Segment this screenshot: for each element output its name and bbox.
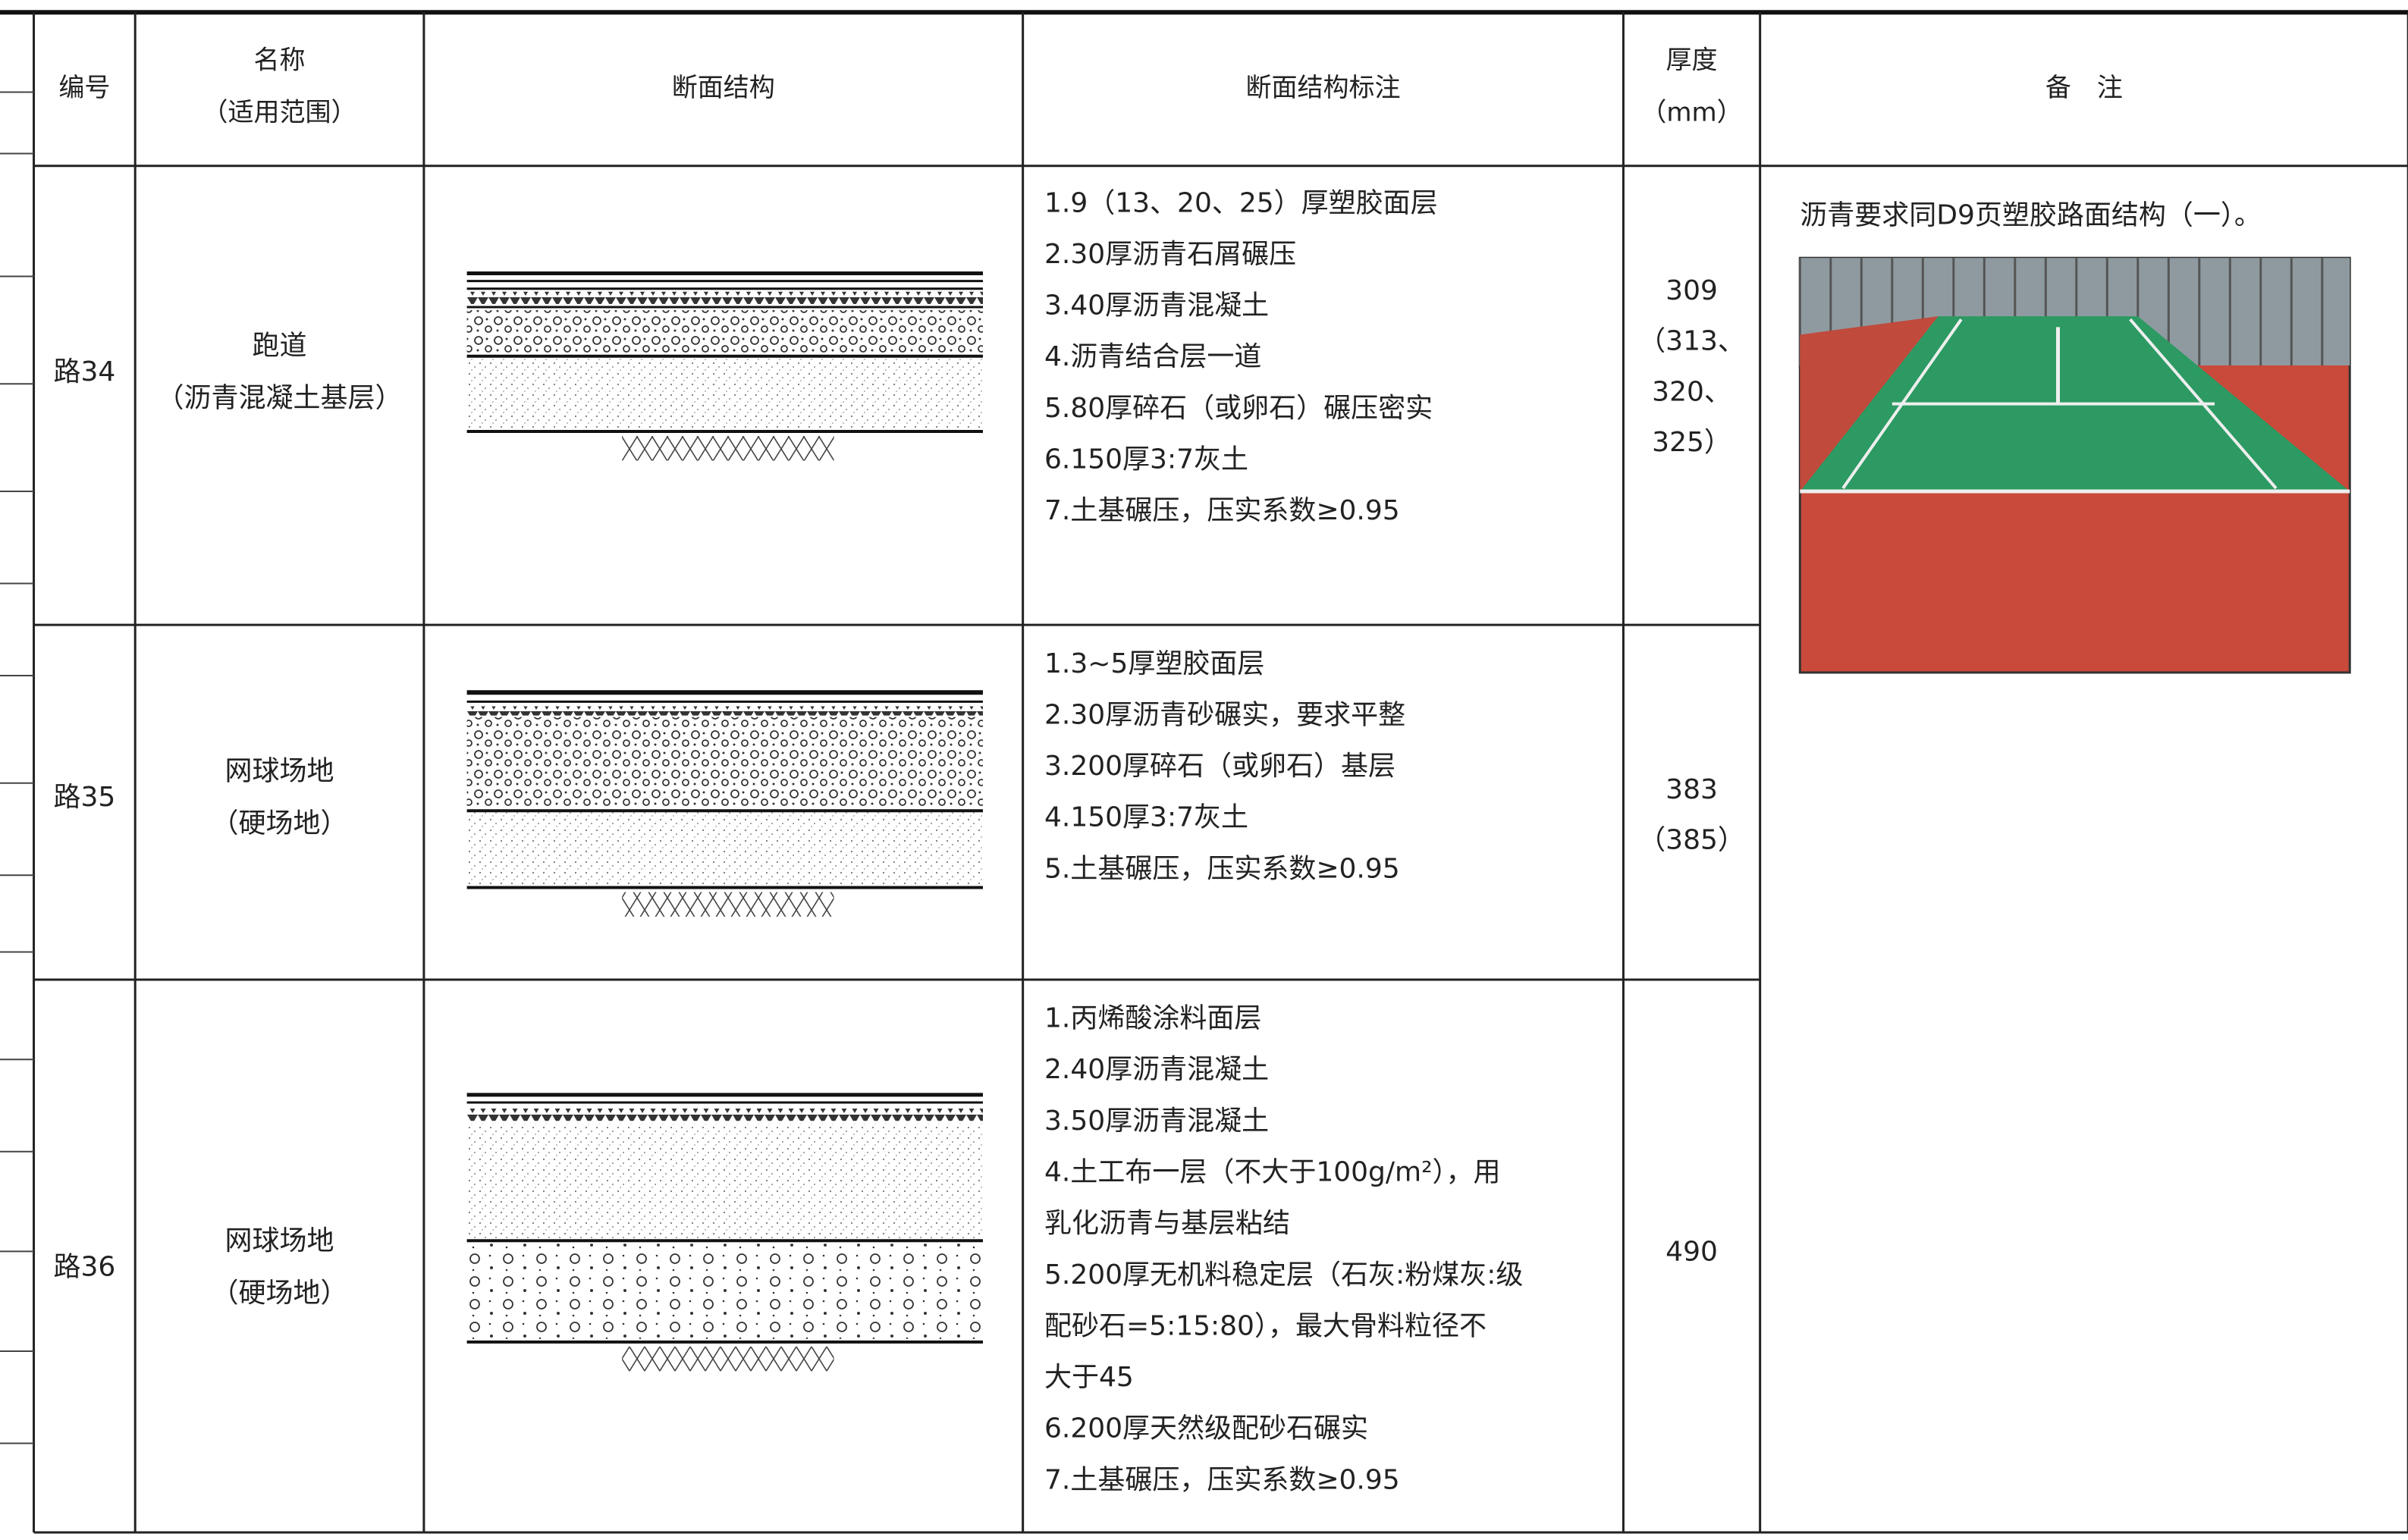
section-layer: [466, 291, 983, 304]
layer-note: 2.40厚沥青混凝土: [1044, 1054, 1269, 1085]
layer-note: 1.9（13、20、25）厚塑胶面层: [1044, 187, 1438, 218]
layer-note: 3.200厚碎石（或卵石）基层: [1044, 751, 1396, 782]
section-layer: [466, 357, 983, 430]
layer-note: 乳化沥青与基层粘结: [1044, 1208, 1290, 1239]
row-id: 路35: [53, 782, 115, 813]
section-layer: [466, 717, 983, 810]
layer-note: 1.丙烯酸涂料面层: [1044, 1003, 1261, 1034]
layer-note: 6.200厚天然级配砂石碾实: [1044, 1413, 1368, 1444]
layer-note: 2.30厚沥青砂碾实，要求平整: [1044, 699, 1405, 730]
section-layer: [466, 310, 983, 355]
section-layer: [466, 812, 983, 886]
thickness: 320、: [1652, 376, 1731, 407]
header-text: 断面结构: [672, 73, 775, 103]
soil-hatch: [622, 436, 834, 461]
layer-note: 1.3~5厚塑胶面层: [1044, 648, 1264, 679]
layer-note: 4.土工布一层（不大于100g/m²），用: [1044, 1157, 1501, 1188]
soil-hatch: [622, 1346, 834, 1372]
thickness: 325）: [1652, 427, 1731, 458]
section-layer: [466, 1124, 983, 1167]
layer-note: 4.150厚3:7灰土: [1044, 802, 1248, 833]
layer-note: 4.沥青结合层一道: [1044, 341, 1261, 372]
header-text: （适用范围）: [202, 97, 357, 127]
layer-note: 5.80厚碎石（或卵石）碾压密实: [1044, 393, 1433, 424]
section-layer: [466, 1244, 983, 1339]
layer-note: 配砂石=5:15:80），最大骨料粒径不: [1044, 1310, 1487, 1341]
thickness: 383: [1666, 774, 1718, 805]
layer-note: 7.土基碾压，压实系数≥0.95: [1044, 495, 1400, 526]
row-name: （硬场地）: [212, 808, 348, 839]
layer-note: 6.150厚3:7灰土: [1044, 444, 1248, 475]
thickness: 309: [1666, 275, 1718, 306]
section-layer: [466, 706, 983, 716]
row-name: 网球场地: [225, 1225, 334, 1256]
section-layer: [466, 1167, 983, 1240]
layer-note: 3.40厚沥青混凝土: [1044, 290, 1269, 321]
header-text: 厚度: [1666, 45, 1718, 76]
thickness: 490: [1666, 1236, 1718, 1267]
row-name: （沥青混凝土基层）: [157, 383, 403, 414]
layer-note: 2.30厚沥青石屑碾压: [1044, 239, 1296, 270]
layer-note: 7.土基碾压，压实系数≥0.95: [1044, 1464, 1400, 1495]
header-text: （mm）: [1640, 97, 1742, 127]
row-name: 跑道: [253, 331, 307, 362]
thickness: （313、: [1638, 326, 1745, 357]
court-left-red: [1800, 316, 1939, 491]
row-name: （硬场地）: [212, 1278, 348, 1309]
court-photo: [1798, 256, 2351, 674]
layer-note: 3.50厚沥青混凝土: [1044, 1106, 1269, 1137]
layer-note: 5.土基碾压，压实系数≥0.95: [1044, 853, 1400, 884]
layer-note: 5.200厚无机料稳定层（石灰:粉煤灰:级: [1044, 1259, 1523, 1291]
header-text: 名称: [254, 45, 306, 76]
remark-text: 沥青要求同D9页塑胶路面结构（一）。: [1800, 200, 2262, 231]
header-text: 断面结构标注: [1246, 73, 1401, 103]
layer-note: 大于45: [1044, 1362, 1134, 1393]
header-text: 编号: [58, 73, 110, 103]
section-layer: [466, 1109, 983, 1121]
soil-hatch: [622, 892, 834, 917]
header-text: 备 注: [2045, 73, 2123, 103]
row-id: 路36: [53, 1252, 115, 1283]
row-name: 网球场地: [225, 756, 334, 787]
row-id: 路34: [53, 356, 115, 387]
thickness: （385）: [1638, 825, 1745, 856]
